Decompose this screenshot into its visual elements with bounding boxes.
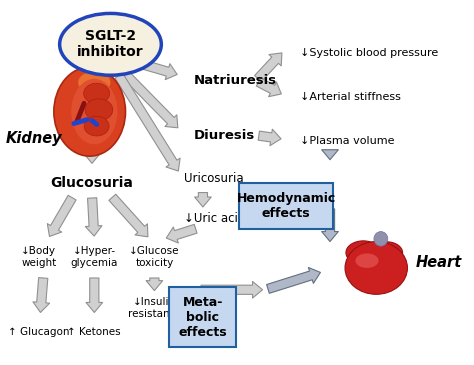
Ellipse shape — [71, 79, 118, 144]
FancyArrowPatch shape — [74, 120, 87, 123]
Circle shape — [85, 99, 113, 121]
Text: Kidney: Kidney — [6, 131, 63, 146]
Text: ↓Body
weight: ↓Body weight — [21, 246, 56, 268]
Circle shape — [84, 116, 109, 136]
Text: Hemodynamic
effects: Hemodynamic effects — [237, 192, 336, 220]
FancyArrowPatch shape — [77, 103, 84, 122]
Ellipse shape — [356, 253, 379, 268]
Text: Glucosuria: Glucosuria — [51, 176, 134, 189]
Ellipse shape — [370, 242, 402, 264]
Text: ↓Uric acid: ↓Uric acid — [184, 212, 246, 225]
Ellipse shape — [346, 241, 381, 265]
Text: Meta-
bolic
effects: Meta- bolic effects — [179, 296, 227, 338]
Ellipse shape — [345, 242, 408, 294]
Text: ↓Plasma volume: ↓Plasma volume — [300, 136, 394, 146]
Ellipse shape — [60, 14, 161, 75]
Ellipse shape — [78, 72, 110, 93]
FancyBboxPatch shape — [239, 183, 334, 229]
Text: Natriuresis: Natriuresis — [194, 74, 277, 87]
Text: Diuresis: Diuresis — [194, 129, 255, 142]
Text: ↓Insulin
resistance: ↓Insulin resistance — [128, 297, 181, 319]
Text: ↓Systolic blood pressure: ↓Systolic blood pressure — [300, 49, 438, 58]
Text: ↑ Glucagon: ↑ Glucagon — [8, 327, 70, 337]
Circle shape — [84, 83, 109, 104]
FancyArrowPatch shape — [92, 120, 97, 124]
Ellipse shape — [374, 231, 388, 246]
Ellipse shape — [54, 67, 126, 156]
Text: ↓Hyper-
glycemia: ↓Hyper- glycemia — [71, 246, 118, 268]
FancyBboxPatch shape — [169, 287, 237, 347]
Text: Uricosuria: Uricosuria — [184, 172, 244, 185]
Text: ↓Arterial stiffness: ↓Arterial stiffness — [300, 92, 401, 102]
Text: ↓Glucose
toxicity: ↓Glucose toxicity — [129, 246, 180, 268]
Text: SGLT-2
inhibitor: SGLT-2 inhibitor — [77, 29, 144, 59]
Text: ↑ Ketones: ↑ Ketones — [67, 327, 121, 337]
Text: Heart: Heart — [416, 255, 462, 270]
